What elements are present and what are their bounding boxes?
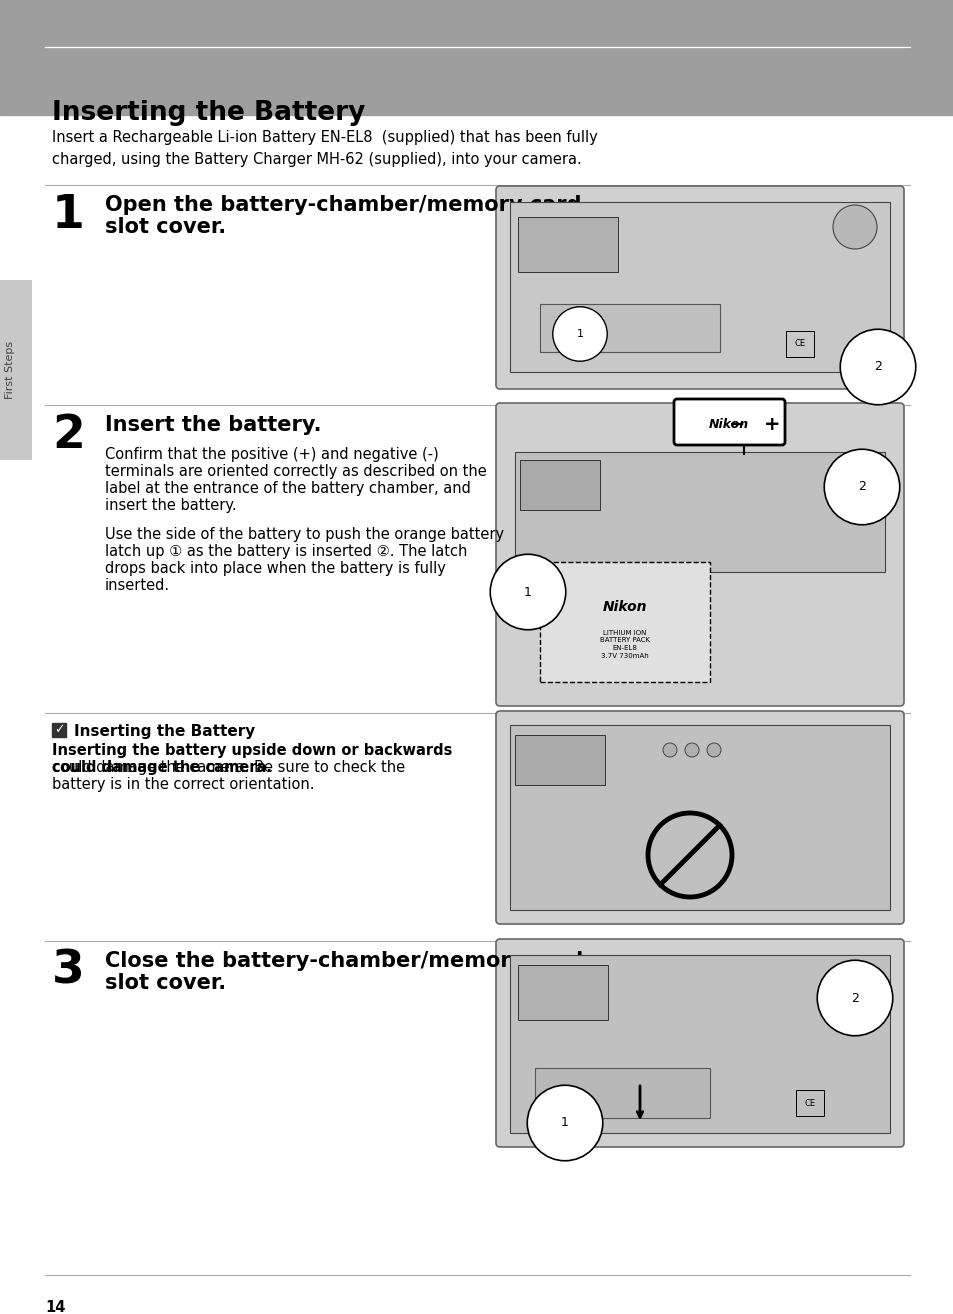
- FancyBboxPatch shape: [496, 187, 903, 389]
- Text: charged, using the Battery Charger MH-62 (supplied), into your camera.: charged, using the Battery Charger MH-62…: [52, 152, 581, 167]
- FancyBboxPatch shape: [496, 940, 903, 1147]
- Text: 2: 2: [850, 992, 858, 1004]
- Circle shape: [832, 205, 876, 248]
- Text: slot cover.: slot cover.: [105, 972, 226, 993]
- Text: 1: 1: [523, 586, 532, 598]
- Text: Confirm that the positive (+) and negative (-): Confirm that the positive (+) and negati…: [105, 447, 438, 463]
- Text: latch up ① as the battery is inserted ②. The latch: latch up ① as the battery is inserted ②.…: [105, 544, 467, 558]
- Bar: [519, 460, 599, 510]
- Text: insert the battery.: insert the battery.: [105, 498, 236, 512]
- Circle shape: [834, 963, 874, 1003]
- FancyBboxPatch shape: [673, 399, 784, 445]
- Text: Inserting the Battery: Inserting the Battery: [74, 724, 255, 738]
- Bar: [0, 280, 32, 460]
- Text: 2: 2: [857, 481, 865, 494]
- Text: 2: 2: [873, 360, 881, 373]
- Bar: [517, 217, 618, 272]
- Text: 1: 1: [560, 1117, 568, 1130]
- Bar: [510, 202, 889, 372]
- Bar: [515, 452, 884, 572]
- Bar: [515, 735, 604, 784]
- FancyBboxPatch shape: [496, 403, 903, 706]
- Text: battery is in the correct orientation.: battery is in the correct orientation.: [52, 777, 314, 792]
- Bar: [535, 1068, 709, 1118]
- Text: −: −: [728, 414, 744, 434]
- Text: could damage the camera.: could damage the camera.: [52, 759, 272, 775]
- Text: terminals are oriented correctly as described on the: terminals are oriented correctly as desc…: [105, 464, 486, 480]
- Bar: [539, 304, 720, 352]
- Text: Inserting the Battery: Inserting the Battery: [52, 100, 365, 126]
- FancyBboxPatch shape: [496, 711, 903, 924]
- Text: Nikon: Nikon: [708, 418, 748, 431]
- Circle shape: [662, 742, 677, 757]
- Text: drops back into place when the battery is fully: drops back into place when the battery i…: [105, 561, 445, 576]
- Bar: [510, 725, 889, 911]
- Text: 2: 2: [52, 413, 85, 459]
- Text: +: +: [763, 414, 780, 434]
- Text: inserted.: inserted.: [105, 578, 170, 593]
- Text: 3: 3: [52, 949, 85, 993]
- Text: Nikon: Nikon: [602, 600, 646, 614]
- Circle shape: [836, 459, 872, 495]
- Bar: [517, 964, 607, 1020]
- Text: LITHIUM ION
BATTERY PACK
EN-EL8
3.7V 730mAh: LITHIUM ION BATTERY PACK EN-EL8 3.7V 730…: [599, 629, 649, 658]
- Text: First Steps: First Steps: [5, 340, 15, 399]
- Text: CE: CE: [794, 339, 804, 348]
- Text: CE: CE: [803, 1099, 815, 1108]
- Text: Open the battery-chamber/memory card: Open the battery-chamber/memory card: [105, 194, 581, 215]
- Text: label at the entrance of the battery chamber, and: label at the entrance of the battery cha…: [105, 481, 471, 495]
- Circle shape: [684, 742, 699, 757]
- Bar: [0, 0, 953, 116]
- Text: 1: 1: [576, 328, 583, 339]
- Text: 1: 1: [52, 193, 85, 238]
- Text: could damage the camera. Be sure to check the: could damage the camera. Be sure to chec…: [52, 759, 405, 775]
- Text: Close the battery-chamber/memory card: Close the battery-chamber/memory card: [105, 951, 582, 971]
- Bar: [539, 562, 709, 682]
- Text: slot cover.: slot cover.: [105, 217, 226, 237]
- Bar: [52, 723, 66, 737]
- Text: ✓: ✓: [53, 724, 64, 737]
- Bar: [510, 955, 889, 1133]
- Text: Use the side of the battery to push the orange battery: Use the side of the battery to push the …: [105, 527, 503, 541]
- Circle shape: [706, 742, 720, 757]
- Text: Inserting the battery upside down or backwards: Inserting the battery upside down or bac…: [52, 742, 452, 758]
- Text: Insert a Rechargeable Li-ion Battery EN-EL8  (supplied) that has been fully: Insert a Rechargeable Li-ion Battery EN-…: [52, 130, 598, 145]
- Text: Insert the battery.: Insert the battery.: [105, 415, 321, 435]
- Text: 14: 14: [45, 1300, 66, 1314]
